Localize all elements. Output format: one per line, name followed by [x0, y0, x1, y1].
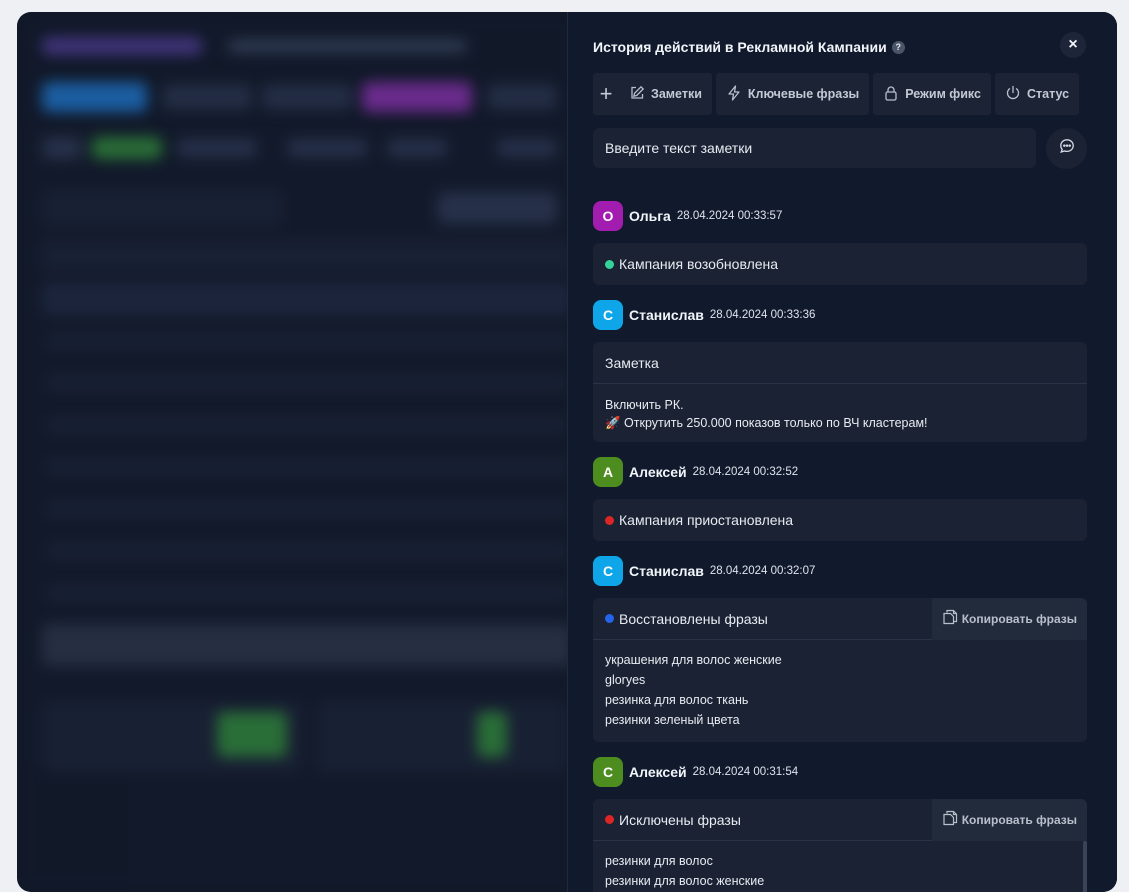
status-text: Восстановлены фразы [619, 610, 768, 627]
phrase-item: резинки для волос [605, 854, 713, 868]
status-dot [605, 815, 614, 824]
timestamp: 28.04.2024 00:31:54 [692, 766, 799, 778]
phrases-card: Восстановлены фразы Копировать фразы укр… [593, 598, 1087, 742]
note-card: Заметка Включить РК. 🚀 Открутить 250.000… [593, 342, 1087, 442]
tab-fix-mode[interactable]: Режим фикс [873, 73, 991, 115]
tab-fix-mode-label: Режим фикс [905, 87, 981, 101]
status-dot [605, 515, 614, 525]
author-name: Алексей [629, 764, 687, 780]
phrase-item: резинки зеленый цвета [605, 713, 740, 727]
entry-header: С Станислав 28.04.2024 00:33:36 [593, 299, 1087, 331]
send-note-button[interactable] [1046, 128, 1087, 169]
author-name: Алексей [629, 464, 687, 480]
phrase-item: резинки для волос женские [605, 874, 765, 888]
help-icon[interactable]: ? [891, 40, 905, 54]
note-line: Включить РК. [605, 398, 684, 412]
entry-header: А Алексей 28.04.2024 00:32:52 [593, 456, 1087, 488]
status-dot [605, 259, 614, 269]
tab-keywords-label: Ключевые фразы [747, 87, 860, 101]
status-dot [605, 614, 614, 623]
timestamp: 28.04.2024 00:33:36 [709, 309, 816, 321]
author-name: Станислав [629, 563, 704, 579]
lightning-icon [726, 84, 742, 104]
phrase-item: украшения для волос женские [605, 653, 782, 667]
avatar: С [593, 757, 623, 787]
status-card: Кампания приостановлена [593, 499, 1087, 541]
copy-phrases-button[interactable]: Копировать фразы [931, 799, 1087, 841]
note-input[interactable] [593, 128, 1036, 168]
timestamp: 28.04.2024 00:32:07 [709, 565, 816, 577]
timestamp: 28.04.2024 00:32:52 [692, 466, 799, 478]
tab-status[interactable]: Статус [994, 73, 1080, 115]
panel-title: История действий в Рекламной Кампании [593, 39, 887, 55]
author-name: Ольга [629, 208, 671, 224]
add-tab-button[interactable]: + [593, 73, 619, 115]
status-text: Исключены фразы [619, 811, 741, 828]
note-line: 🚀 Открутить 250.000 показов только по ВЧ… [605, 416, 928, 430]
phrases-card: Исключены фразы Копировать фразы резинки… [593, 799, 1087, 892]
phrases-list: резинки для волос резинки для волос женс… [593, 841, 1087, 892]
entry-header: С Алексей 28.04.2024 00:31:54 [593, 756, 1087, 788]
status-text: Кампания возобновлена [619, 256, 779, 272]
tab-status-label: Статус [1026, 87, 1070, 101]
panel-header: История действий в Рекламной Кампании ? [593, 36, 1087, 58]
note-composer [593, 128, 1087, 169]
avatar: А [593, 457, 623, 487]
copy-phrases-button[interactable]: Копировать фразы [931, 598, 1087, 640]
blurred-background-app [17, 12, 577, 892]
phrase-item: gloryes [605, 673, 646, 687]
phrase-item: резинка для волос ткань [605, 693, 749, 707]
status-text: Кампания приостановлена [619, 512, 794, 528]
copy-phrases-label: Копировать фразы [961, 611, 1077, 626]
copy-icon [942, 609, 958, 628]
tab-notes[interactable]: Заметки [619, 73, 712, 115]
scrollbar[interactable] [1083, 841, 1087, 892]
author-name: Станислав [629, 307, 704, 323]
timestamp: 28.04.2024 00:33:57 [676, 210, 783, 222]
lock-icon [883, 85, 899, 104]
history-feed: О Ольга 28.04.2024 00:33:57 Кампания воз… [593, 200, 1087, 892]
copy-icon [942, 810, 958, 829]
avatar: С [593, 300, 623, 330]
filter-tabs: + Заметки Ключевые фразы Режим фикс [593, 73, 1080, 115]
close-button[interactable]: × [1060, 32, 1086, 58]
avatar: О [593, 201, 623, 231]
status-card: Кампания возобновлена [593, 243, 1087, 285]
note-body: Включить РК. 🚀 Открутить 250.000 показов… [593, 384, 1087, 442]
phrases-list: украшения для волос женские gloryes рези… [593, 640, 1087, 742]
tab-keywords[interactable]: Ключевые фразы [715, 73, 870, 115]
tab-notes-label: Заметки [651, 87, 702, 101]
chat-bubble-icon [1059, 138, 1075, 159]
note-title: Заметка [605, 354, 659, 371]
avatar: С [593, 556, 623, 586]
action-history-panel: История действий в Рекламной Кампании ? … [567, 12, 1117, 892]
entry-header: О Ольга 28.04.2024 00:33:57 [593, 200, 1087, 232]
entry-header: С Станислав 28.04.2024 00:32:07 [593, 555, 1087, 587]
power-icon [1005, 85, 1021, 104]
edit-icon [629, 85, 645, 104]
app-window: История действий в Рекламной Кампании ? … [17, 12, 1117, 892]
copy-phrases-label: Копировать фразы [961, 812, 1077, 827]
